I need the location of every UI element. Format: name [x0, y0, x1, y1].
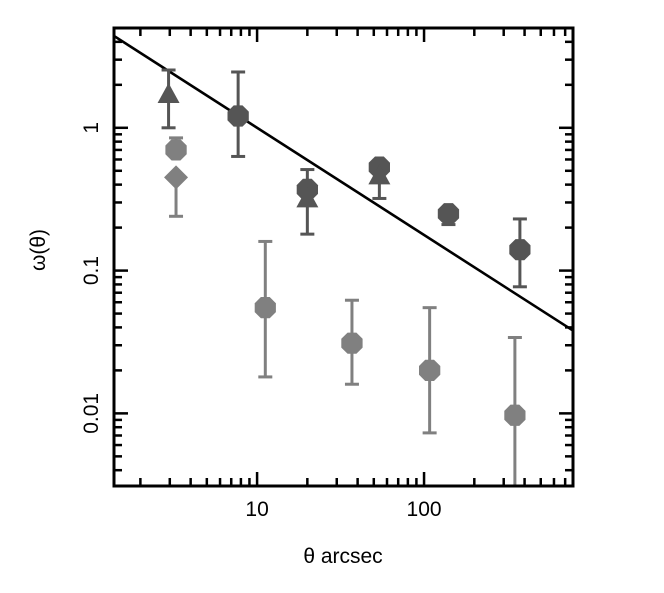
hexagon-marker [504, 404, 526, 426]
triangle-marker [368, 164, 391, 185]
x-axis-title: θ arcsec [303, 545, 382, 568]
hexagon-marker [254, 297, 276, 319]
data-markers [157, 83, 531, 426]
y-tick-label: 1 [80, 122, 103, 134]
hexagon-marker [341, 332, 363, 354]
fit-line [113, 34, 574, 332]
hexagon-marker [165, 139, 187, 161]
y-tick-label: 0.01 [80, 393, 103, 434]
hexagon-marker [509, 239, 531, 261]
diamond-marker [164, 165, 189, 190]
hexagon-marker [227, 105, 249, 127]
triangle-marker [296, 187, 319, 208]
triangle-marker [157, 83, 180, 104]
error-bars [161, 68, 527, 486]
x-tick-label: 10 [245, 498, 268, 521]
x-tick-labels: 10 100 [245, 498, 441, 521]
hexagon-marker [437, 203, 460, 225]
plot-frame [112, 26, 575, 488]
y-tick-labels: 1 0.1 0.01 [80, 122, 103, 434]
y-axis-title: ω(θ) [27, 229, 50, 271]
hexagon-marker [419, 359, 441, 381]
y-tick-label: 0.1 [80, 256, 103, 285]
x-tick-label: 100 [407, 498, 442, 521]
axes-frame [112, 26, 575, 488]
power-law-fit-line [113, 34, 574, 332]
